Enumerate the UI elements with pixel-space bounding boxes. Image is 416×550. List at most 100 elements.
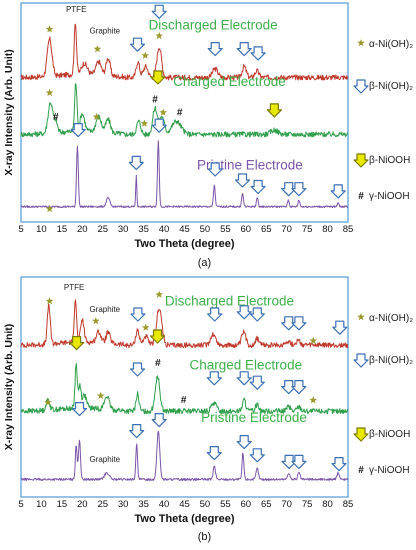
beta-niooh-arrow-marker xyxy=(150,70,166,85)
beta-nioh2-arrow-marker xyxy=(130,307,146,322)
legend-gamma-niooh: γ-NiOOH xyxy=(369,191,410,202)
x-tick-label: 25 xyxy=(97,224,108,235)
xrd-series-discharged-electrode xyxy=(20,299,349,349)
panel-a: Discharged Electrode Charged Electrode Pri… xyxy=(3,2,413,269)
x-tick-label: 40 xyxy=(159,224,170,235)
beta-niooh-arrow-icon xyxy=(353,153,369,168)
beta-nioh2-arrow-marker xyxy=(236,41,252,57)
beta-nioh2-arrow-marker xyxy=(281,380,297,395)
x-tick-label: 50 xyxy=(200,224,211,235)
legend-beta-niooh: β-NiOOH xyxy=(369,155,410,166)
legend-beta-nioh2: β-Ni(OH)₂ xyxy=(369,355,413,366)
plot-frame xyxy=(20,2,349,223)
beta-niooh-arrow-icon xyxy=(353,427,369,442)
graphite-label: Graphite xyxy=(89,455,120,464)
beta-nioh2-arrow-marker xyxy=(291,380,307,395)
panel-caption: (a) xyxy=(198,257,211,269)
alpha-star-marker xyxy=(309,336,318,344)
series-label: Pristine Electrode xyxy=(201,410,307,425)
x-tick-label: 50 xyxy=(200,499,211,510)
legend-beta-nioh2: β-Ni(OH)₂ xyxy=(369,81,413,92)
xrd-series-pristine-electrode xyxy=(20,430,349,481)
beta-nioh2-arrow-marker xyxy=(71,402,88,417)
ptfe-label: PTFE xyxy=(64,283,84,292)
beta-nioh2-arrow-marker xyxy=(249,375,265,390)
beta-nioh2-arrow-marker xyxy=(206,446,222,461)
legend: α-Ni(OH)₂ β-Ni(OH)₂ β-NiOOH # γ-NiOOH xyxy=(353,313,413,476)
legend-gamma-niooh: γ-NiOOH xyxy=(369,465,410,476)
x-tick-label: 65 xyxy=(261,499,272,510)
x-tick-label: 70 xyxy=(281,224,292,235)
beta-nioh2-arrow-marker xyxy=(249,307,265,322)
beta-nioh2-arrow-marker xyxy=(281,182,297,197)
beta-nioh2-arrow-marker xyxy=(206,371,222,386)
beta-nioh2-arrow-marker xyxy=(332,320,348,335)
series-label: Discharged Electrode xyxy=(149,17,278,32)
gamma-niooh-hash-marker: # xyxy=(155,358,161,369)
alpha-star-marker xyxy=(45,25,54,33)
beta-nioh2-arrow-marker xyxy=(151,118,167,133)
beta-nioh2-arrow-marker xyxy=(236,305,252,320)
x-tick-label: 85 xyxy=(343,224,354,235)
beta-nioh2-arrow-marker xyxy=(129,362,146,377)
x-tick-label: 80 xyxy=(322,499,333,510)
beta-niooh-arrow-marker xyxy=(68,336,85,351)
x-axis-label: Two Theta (degree) xyxy=(134,513,234,525)
x-tick-label: 5 xyxy=(18,224,23,235)
graphite-label: Graphite xyxy=(89,27,120,36)
alpha-star-marker xyxy=(92,317,100,325)
plot-frame xyxy=(20,276,349,498)
alpha-star-marker xyxy=(159,108,167,116)
x-tick-label: 80 xyxy=(322,224,333,235)
beta-nioh2-arrow-marker xyxy=(207,162,223,177)
y-axis-label: X-ray Intensity (Arb. Unit) xyxy=(3,49,15,176)
beta-niooh-arrow-marker xyxy=(266,103,282,118)
x-tick-label: 75 xyxy=(302,499,313,510)
beta-nioh2-arrow-marker xyxy=(291,182,307,197)
alpha-star-marker xyxy=(93,45,102,53)
alpha-star-marker xyxy=(141,51,150,59)
x-tick-label: 60 xyxy=(241,499,252,510)
beta-nioh2-arrow-marker xyxy=(331,457,347,472)
x-tick-label: 15 xyxy=(57,224,68,235)
series-label: Charged Electrode xyxy=(173,74,286,89)
alpha-star-marker xyxy=(45,204,54,213)
beta-nioh2-arrow-icon xyxy=(353,353,369,368)
beta-nioh2-arrow-marker xyxy=(151,413,167,428)
graphite-label: Graphite xyxy=(89,305,120,314)
x-tick-label: 65 xyxy=(261,224,272,235)
legend-beta-niooh: β-NiOOH xyxy=(369,429,410,440)
panel-caption: (b) xyxy=(198,531,211,543)
beta-nioh2-arrow-marker xyxy=(207,307,223,322)
alpha-star-marker xyxy=(45,88,54,96)
x-tick-label: 20 xyxy=(77,224,88,235)
series-label: Discharged Electrode xyxy=(165,294,294,309)
beta-nioh2-arrow-marker xyxy=(330,184,346,199)
x-tick-label: 35 xyxy=(138,224,149,235)
alpha-star-marker xyxy=(309,396,318,404)
series-label: Pristine Electrode xyxy=(197,157,303,172)
panel-b: Discharged Electrode Charged Electrode Pri… xyxy=(3,276,413,543)
beta-nioh2-arrow-marker xyxy=(151,4,167,19)
hash-icon: # xyxy=(358,465,364,476)
beta-nioh2-arrow-icon xyxy=(353,79,369,94)
series-label: Charged Electrode xyxy=(190,357,303,372)
beta-nioh2-arrow-marker xyxy=(250,179,266,195)
ptfe-label: PTFE xyxy=(66,5,86,14)
x-tick-label: 60 xyxy=(241,224,252,235)
x-tick-label: 5 xyxy=(18,499,23,510)
x-tick-label: 20 xyxy=(77,499,88,510)
legend-alpha-nioh2: α-Ni(OH)₂ xyxy=(369,39,413,50)
alpha-star-marker xyxy=(155,290,163,298)
xrd-series-pristine-electrode xyxy=(20,140,348,208)
beta-nioh2-arrow-marker xyxy=(291,454,307,469)
x-tick-label: 70 xyxy=(281,499,292,510)
x-tick-label: 10 xyxy=(36,224,47,235)
alpha-star-marker xyxy=(96,391,105,399)
alpha-star-marker xyxy=(45,297,54,305)
alpha-star-marker xyxy=(141,323,150,331)
beta-nioh2-arrow-marker xyxy=(129,37,146,52)
beta-nioh2-arrow-marker xyxy=(236,435,252,450)
x-tick-label: 35 xyxy=(138,499,149,510)
alpha-star-marker xyxy=(44,398,52,406)
